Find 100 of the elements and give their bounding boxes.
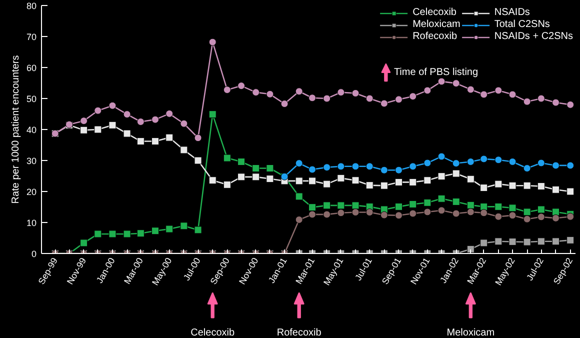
point	[480, 239, 488, 247]
point	[308, 94, 316, 102]
point	[409, 210, 417, 218]
point	[252, 164, 260, 172]
point	[108, 121, 116, 129]
point	[352, 208, 360, 216]
point	[295, 192, 303, 200]
point	[337, 88, 345, 96]
point	[466, 208, 474, 216]
point	[452, 210, 460, 218]
point	[366, 162, 374, 170]
point	[108, 102, 116, 110]
point	[424, 159, 432, 167]
point	[523, 215, 531, 223]
point	[523, 164, 531, 172]
point	[380, 166, 388, 174]
point	[523, 98, 531, 106]
point	[523, 182, 531, 190]
legend-label: Celecoxib	[412, 7, 456, 18]
point	[537, 182, 545, 190]
point	[366, 208, 374, 216]
point	[537, 206, 545, 214]
point	[480, 184, 488, 192]
point	[323, 164, 331, 172]
point	[438, 194, 446, 202]
point	[238, 82, 246, 90]
point	[180, 222, 188, 230]
point	[166, 134, 174, 142]
point	[208, 38, 216, 46]
point	[352, 162, 360, 170]
point	[494, 238, 502, 246]
point	[566, 188, 574, 196]
point	[438, 206, 446, 214]
point	[366, 94, 374, 102]
point	[566, 162, 574, 170]
point	[108, 230, 116, 238]
point	[123, 110, 131, 118]
point	[508, 90, 516, 98]
point	[123, 230, 131, 238]
point	[180, 146, 188, 154]
point	[409, 92, 417, 100]
point	[480, 209, 488, 217]
point	[466, 201, 474, 209]
point	[466, 175, 474, 183]
point	[238, 173, 246, 181]
point	[508, 204, 516, 212]
point	[395, 166, 403, 174]
point	[223, 154, 231, 162]
point	[337, 162, 345, 170]
point	[494, 86, 502, 94]
point	[424, 208, 432, 216]
annotation: Time of PBS listing	[394, 66, 478, 78]
point	[136, 138, 144, 146]
point	[238, 158, 246, 166]
point	[337, 174, 345, 182]
point	[409, 200, 417, 208]
point	[166, 225, 174, 233]
point	[337, 209, 345, 217]
point	[395, 212, 403, 220]
point	[566, 100, 574, 108]
point	[537, 94, 545, 102]
point	[152, 116, 160, 124]
point	[466, 86, 474, 94]
point	[252, 88, 260, 96]
point	[295, 177, 303, 185]
point	[552, 186, 560, 194]
y-axis-title: Rate per 1000 patient encounters	[10, 55, 22, 204]
point	[323, 94, 331, 102]
point	[424, 198, 432, 206]
point	[438, 172, 446, 180]
point	[308, 166, 316, 174]
ref-line-label: Rofecoxib	[276, 328, 322, 338]
point	[194, 156, 202, 164]
point	[152, 227, 160, 235]
point	[494, 202, 502, 210]
point	[480, 155, 488, 163]
point	[136, 118, 144, 126]
point	[508, 158, 516, 166]
point	[308, 177, 316, 185]
point	[80, 126, 88, 134]
point	[395, 202, 403, 210]
point	[308, 204, 316, 212]
y-tick-label: 80	[26, 1, 37, 11]
point	[266, 175, 274, 183]
ref-line-label: Meloxicam	[446, 328, 495, 338]
point	[94, 230, 102, 238]
point	[566, 212, 574, 220]
point	[552, 208, 560, 216]
point	[266, 90, 274, 98]
point	[295, 216, 303, 224]
point	[194, 134, 202, 142]
legend-label: Total C2SNs	[494, 19, 550, 30]
point	[136, 230, 144, 238]
point	[166, 110, 174, 118]
point	[480, 202, 488, 210]
point	[295, 88, 303, 96]
point	[295, 160, 303, 168]
point	[452, 160, 460, 168]
point	[452, 198, 460, 206]
point	[80, 239, 88, 247]
